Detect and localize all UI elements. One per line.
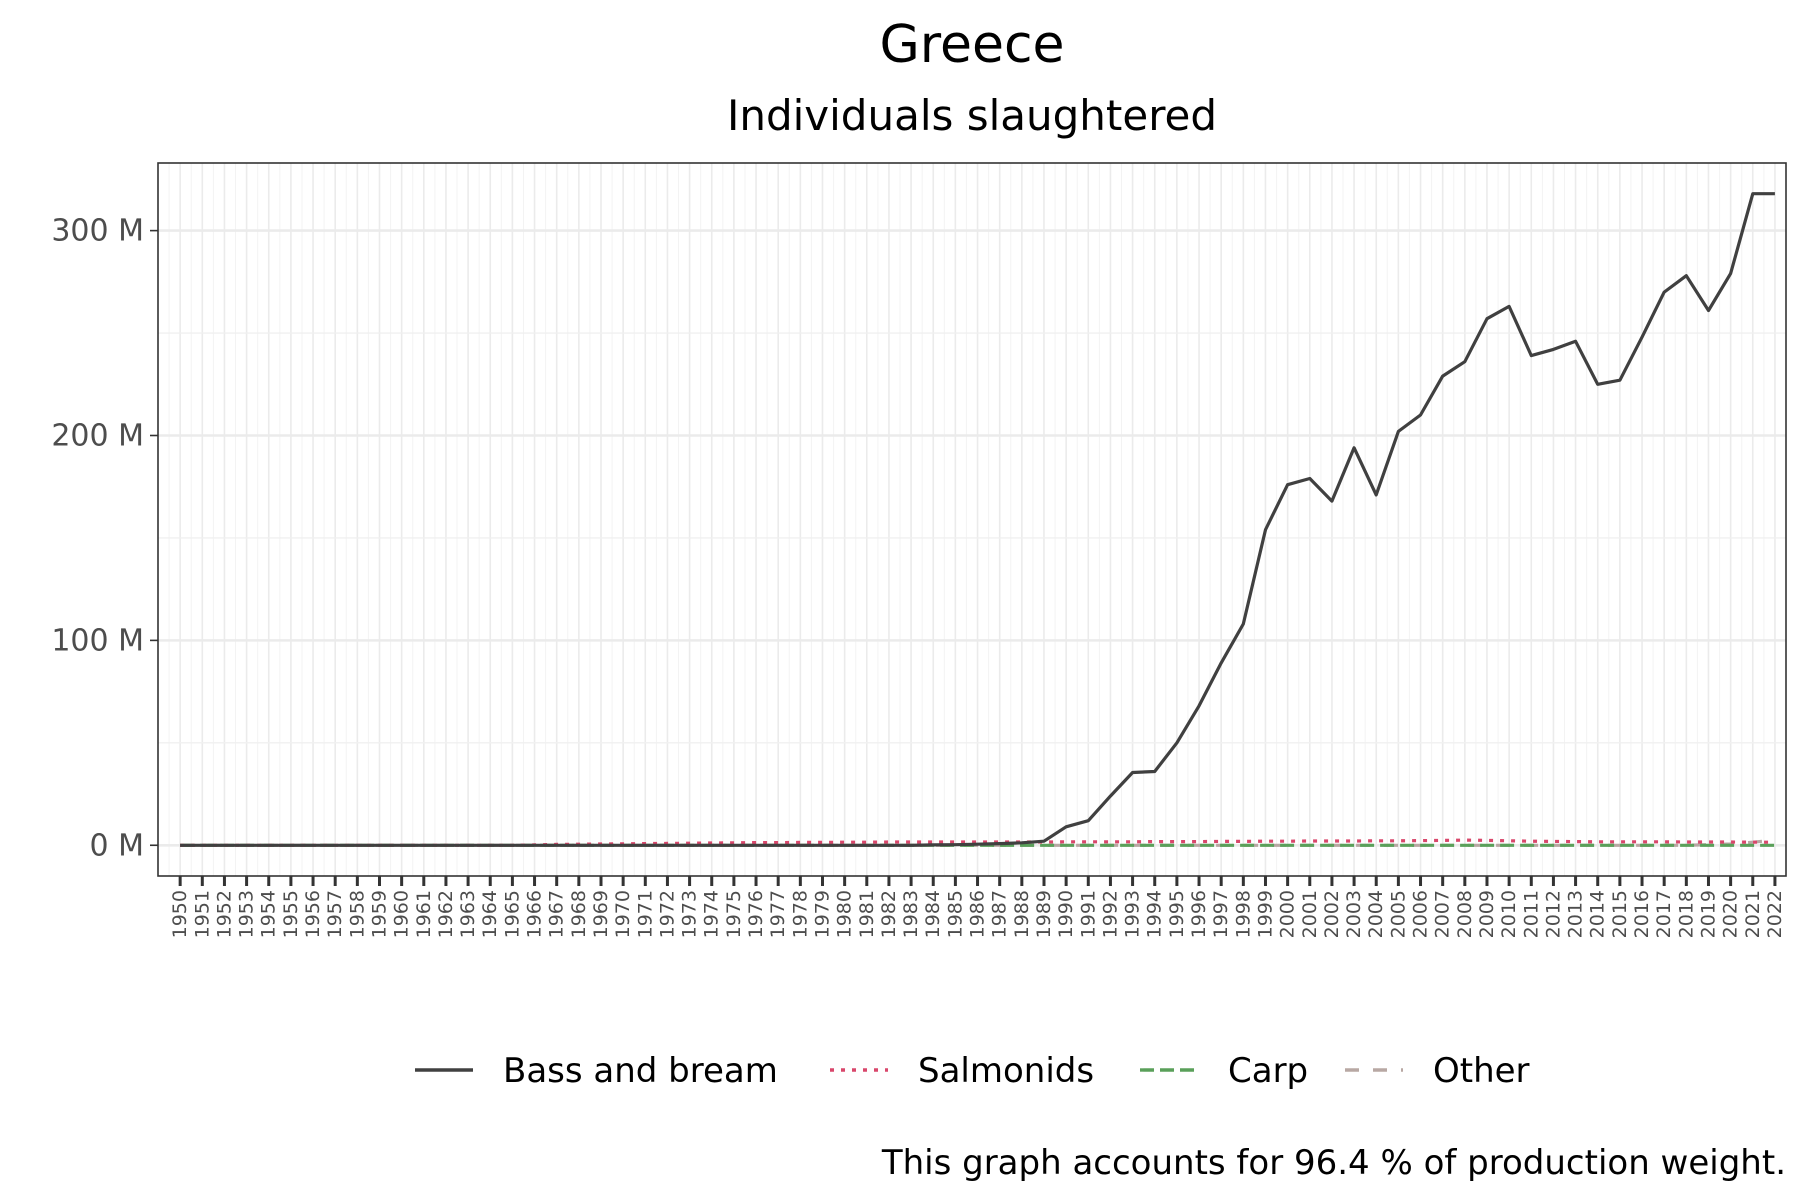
x-tick-label: 2011 — [1520, 890, 1542, 938]
x-tick-label: 1976 — [745, 890, 767, 938]
x-tick-label: 1984 — [922, 890, 944, 938]
x-tick-label: 1977 — [767, 890, 789, 938]
x-tick-label: 1978 — [789, 890, 811, 938]
x-tick-label: 2020 — [1720, 890, 1742, 938]
y-tick-label: 300 M — [51, 214, 144, 249]
legend-label: Salmonids — [918, 1051, 1094, 1091]
x-tick-label: 1982 — [878, 890, 900, 938]
x-tick-label: 2022 — [1764, 890, 1786, 938]
x-tick-label: 1956 — [302, 890, 324, 938]
x-tick-label: 1996 — [1188, 890, 1210, 938]
legend-label: Other — [1433, 1051, 1530, 1091]
series-line-bass-and-bream — [180, 192, 1775, 847]
y-axis: 0 M 100 M 200 M 300 M — [51, 214, 158, 863]
x-tick-label: 2015 — [1609, 890, 1631, 938]
x-tick-label: 2013 — [1565, 890, 1587, 938]
series-lines — [180, 192, 1776, 847]
x-tick-label: 1999 — [1254, 890, 1276, 938]
x-tick-label: 2000 — [1277, 890, 1299, 938]
y-tick-label: 200 M — [51, 418, 144, 453]
x-tick-label: 1981 — [856, 890, 878, 938]
x-tick-label: 1994 — [1144, 890, 1166, 938]
x-tick-label: 1987 — [989, 890, 1011, 938]
x-tick-label: 1986 — [967, 890, 989, 938]
x-tick-label: 2002 — [1321, 890, 1343, 938]
chart-title: Greece — [879, 15, 1064, 75]
x-axis: 1950 1951 1952 1953 1954 1955 1956 1957 1958 1959… — [169, 876, 1786, 938]
x-tick-label: 1961 — [413, 890, 435, 938]
x-tick-label: 1993 — [1122, 890, 1144, 938]
x-tick-label: 2021 — [1742, 890, 1764, 938]
legend-label: Bass and bream — [503, 1051, 778, 1091]
x-tick-label: 1979 — [811, 890, 833, 938]
x-tick-label: 1998 — [1232, 890, 1254, 938]
x-tick-label: 2019 — [1697, 890, 1719, 938]
x-tick-label: 1972 — [656, 890, 678, 938]
x-tick-label: 1957 — [324, 890, 346, 938]
plot-panel — [157, 162, 1787, 877]
x-tick-label: 1950 — [169, 890, 191, 938]
x-tick-label: 2009 — [1476, 890, 1498, 938]
x-tick-label: 2001 — [1299, 890, 1321, 938]
x-tick-label: 1974 — [701, 890, 723, 938]
x-tick-label: 1995 — [1166, 890, 1188, 938]
x-tick-label: 1988 — [1011, 890, 1033, 938]
x-tick-label: 1975 — [723, 890, 745, 938]
x-tick-label: 1968 — [568, 890, 590, 938]
x-tick-label: 1951 — [191, 890, 213, 938]
x-tick-label: 2008 — [1454, 890, 1476, 938]
y-tick-label: 0 M — [89, 828, 144, 863]
x-tick-label: 1952 — [213, 890, 235, 938]
grid — [158, 163, 1786, 876]
chart-subtitle: Individuals slaughtered — [727, 91, 1217, 140]
x-tick-label: 1954 — [258, 890, 280, 938]
x-tick-label: 1969 — [590, 890, 612, 938]
x-tick-label: 2018 — [1675, 890, 1697, 938]
x-tick-label: 1997 — [1210, 890, 1232, 938]
x-tick-label: 2010 — [1498, 890, 1520, 938]
x-tick-label: 1991 — [1077, 890, 1099, 938]
x-tick-label: 2006 — [1410, 890, 1432, 938]
x-tick-label: 1963 — [457, 890, 479, 938]
x-tick-label: 2012 — [1542, 890, 1564, 938]
x-tick-label: 1970 — [612, 890, 634, 938]
x-tick-label: 1973 — [679, 890, 701, 938]
x-tick-label: 1985 — [944, 890, 966, 938]
x-tick-label: 1964 — [479, 890, 501, 938]
x-tick-label: 1953 — [236, 890, 258, 938]
x-tick-label: 1960 — [391, 890, 413, 938]
x-tick-label: 2004 — [1365, 890, 1387, 938]
x-tick-label: 2016 — [1631, 890, 1653, 938]
x-tick-label: 2007 — [1432, 890, 1454, 938]
legend: Bass and bream Salmonids Carp Other — [415, 1051, 1530, 1091]
x-tick-label: 1962 — [435, 890, 457, 938]
chart-caption: This graph accounts for 96.4 % of produc… — [881, 1143, 1786, 1183]
x-tick-label: 2014 — [1587, 890, 1609, 938]
x-tick-label: 1965 — [501, 890, 523, 938]
x-tick-label: 1955 — [280, 890, 302, 938]
x-tick-label: 1990 — [1055, 890, 1077, 938]
x-tick-label: 1959 — [368, 890, 390, 938]
legend-label: Carp — [1228, 1051, 1308, 1091]
y-tick-label: 100 M — [51, 623, 144, 658]
x-tick-label: 1958 — [346, 890, 368, 938]
x-tick-label: 2003 — [1343, 890, 1365, 938]
x-tick-label: 1971 — [634, 890, 656, 938]
x-tick-label: 1983 — [900, 890, 922, 938]
x-tick-label: 1989 — [1033, 890, 1055, 938]
x-tick-label: 2005 — [1387, 890, 1409, 938]
x-tick-label: 1966 — [524, 890, 546, 938]
x-tick-label: 2017 — [1653, 890, 1675, 938]
x-tick-label: 1967 — [546, 890, 568, 938]
x-tick-label: 1980 — [834, 890, 856, 938]
x-tick-label: 1992 — [1099, 890, 1121, 938]
